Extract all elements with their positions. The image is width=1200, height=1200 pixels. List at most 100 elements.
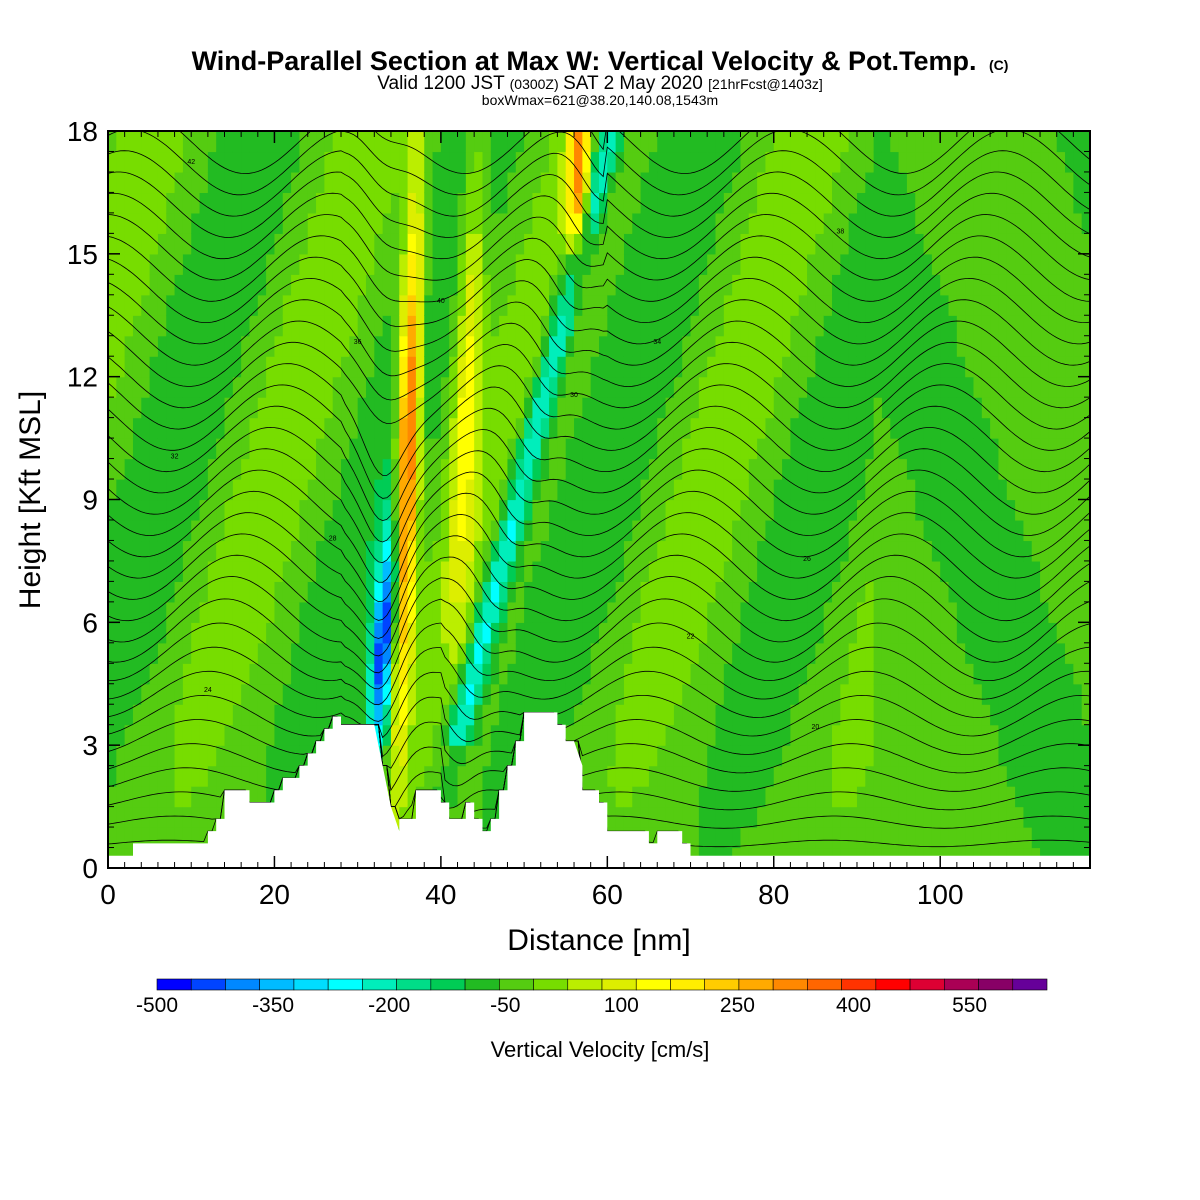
field-cell — [648, 622, 658, 644]
colorbar-swatch — [396, 978, 432, 991]
field-cell — [191, 335, 201, 357]
field-cell — [682, 786, 692, 808]
field-cell — [998, 294, 1008, 316]
subtitle-boxwmax: boxWmax=621@38.20,140.08,1543m — [482, 92, 718, 108]
field-cell — [415, 581, 425, 603]
field-cell — [1006, 560, 1016, 582]
field-cell — [549, 131, 558, 153]
field-cell — [540, 417, 550, 439]
field-cell — [773, 335, 783, 357]
field-cell — [257, 397, 267, 419]
field-cell — [557, 458, 567, 480]
field-cell — [565, 540, 575, 562]
field-cell — [232, 765, 242, 787]
field-cell — [881, 151, 891, 173]
field-cell — [815, 519, 825, 542]
field-cell — [615, 642, 625, 664]
field-cell — [324, 294, 334, 316]
field-cell — [948, 335, 958, 357]
field-cell — [1073, 642, 1083, 664]
field-cell — [640, 233, 650, 255]
field-cell — [1023, 315, 1033, 337]
field-cell — [324, 622, 334, 644]
field-cell — [990, 274, 1000, 296]
field-cell — [465, 560, 475, 582]
field-cell — [540, 683, 550, 705]
field-cell — [365, 397, 375, 419]
field-cell — [415, 601, 425, 623]
field-cell — [349, 253, 359, 275]
field-cell — [632, 458, 642, 480]
field-cell — [848, 601, 858, 623]
field-cell — [116, 131, 126, 153]
theta-contour-line — [108, 192, 1090, 260]
field-cell — [341, 335, 350, 357]
field-cell — [157, 499, 167, 521]
theta-contour-line — [108, 512, 1090, 621]
field-cell — [332, 356, 342, 378]
field-cell — [757, 458, 767, 480]
field-cell — [249, 171, 259, 194]
field-cell — [881, 458, 891, 480]
field-cell — [407, 151, 417, 173]
field-cell — [840, 745, 850, 767]
field-cell — [1056, 192, 1066, 214]
field-cell — [182, 745, 192, 767]
field-cell — [856, 171, 866, 194]
field-cell — [815, 417, 825, 439]
field-cell — [931, 519, 941, 542]
field-cell — [707, 417, 717, 439]
field-cell — [241, 356, 251, 378]
field-cell — [432, 642, 442, 664]
field-cell — [399, 765, 409, 787]
field-cell — [698, 294, 708, 316]
field-cell — [282, 642, 292, 664]
field-cell — [923, 786, 933, 808]
field-cell — [648, 438, 658, 460]
field-cell — [141, 765, 151, 787]
field-cell — [906, 724, 916, 746]
field-cell — [757, 315, 767, 337]
field-cell — [923, 315, 933, 337]
field-cell — [782, 479, 792, 501]
colorbar-swatch — [499, 978, 534, 991]
field-cell — [474, 519, 484, 542]
field-cell — [590, 151, 600, 173]
field-cell — [715, 581, 725, 603]
field-cell — [615, 519, 625, 542]
field-cell — [282, 315, 292, 337]
field-cell — [981, 560, 991, 582]
field-cell — [357, 335, 367, 357]
field-cell — [848, 745, 858, 767]
field-cell — [823, 499, 833, 521]
field-cell — [632, 192, 642, 214]
field-cell — [549, 540, 558, 562]
field-cell — [257, 274, 267, 296]
field-cell — [266, 294, 276, 316]
field-cell — [1015, 519, 1025, 542]
field-cell — [316, 519, 325, 542]
field-cell — [216, 315, 226, 337]
field-cell — [640, 294, 650, 316]
field-cell — [1073, 233, 1083, 255]
field-cell — [565, 622, 575, 644]
field-cell — [524, 151, 534, 173]
colorbar-swatch — [362, 978, 397, 991]
field-cell — [832, 356, 841, 378]
field-cell — [990, 581, 1000, 603]
field-cell — [965, 233, 975, 255]
field-cell — [257, 253, 267, 275]
field-cell — [807, 499, 816, 521]
field-cell — [790, 294, 800, 316]
field-cell — [1065, 171, 1074, 194]
field-cell — [648, 397, 658, 419]
field-cell — [940, 601, 950, 623]
field-cell — [465, 335, 475, 357]
field-cell — [490, 560, 500, 582]
field-cell — [374, 642, 384, 664]
field-cell — [507, 151, 517, 173]
field-cell — [865, 499, 875, 521]
field-cell — [623, 540, 633, 562]
field-cell — [782, 601, 792, 623]
field-cell — [590, 212, 600, 234]
